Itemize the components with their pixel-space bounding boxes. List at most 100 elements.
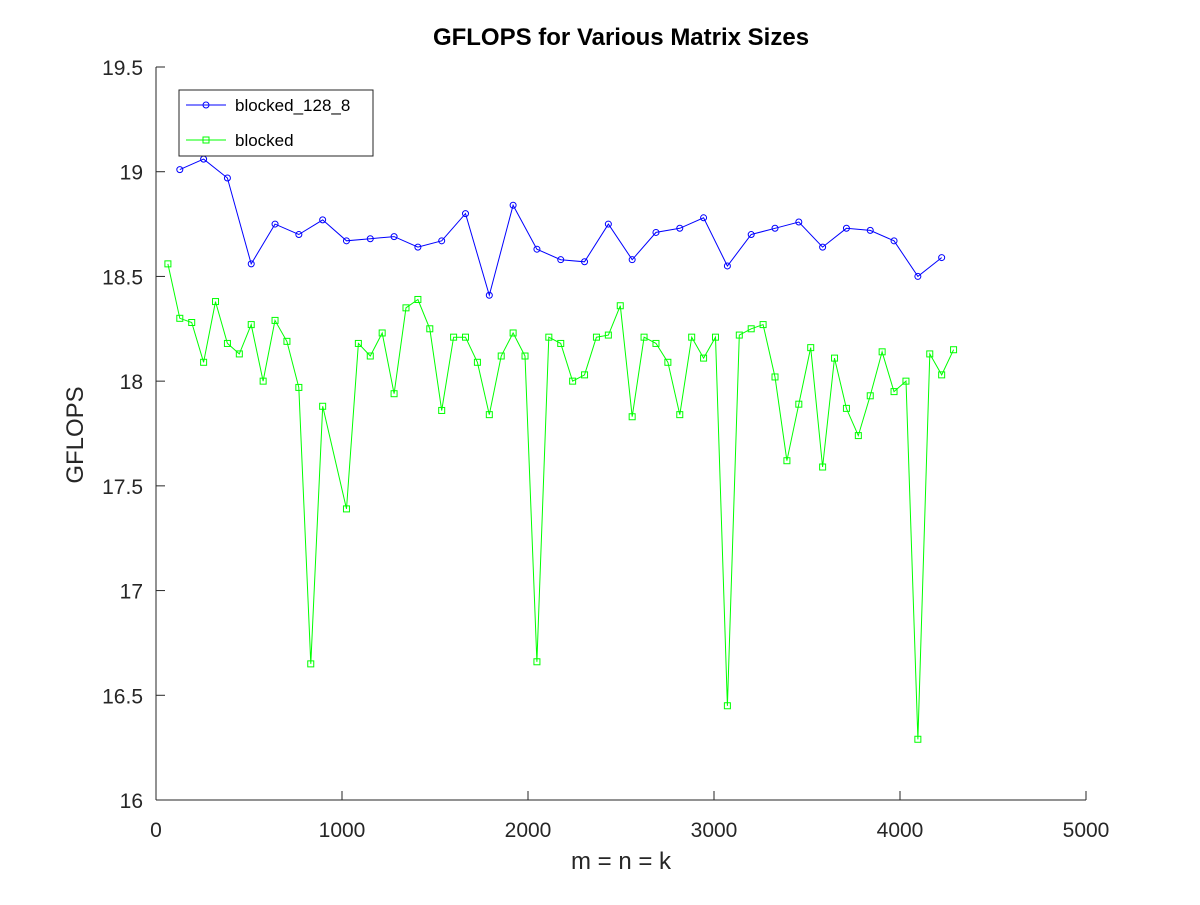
y-tick-label: 17.5 (102, 476, 143, 499)
legend-marker (202, 101, 210, 109)
data-point (938, 254, 946, 262)
data-point (616, 302, 624, 310)
series-blocked (164, 260, 958, 743)
data-point (723, 262, 731, 270)
data-point (890, 237, 898, 245)
data-point (950, 346, 958, 354)
data-point (176, 166, 184, 174)
data-point (866, 226, 874, 234)
x-tick-label: 5000 (1063, 819, 1110, 842)
data-point (509, 201, 517, 209)
data-point (200, 358, 208, 366)
data-point (783, 457, 791, 465)
data-point (295, 383, 303, 391)
data-point (223, 174, 231, 182)
y-axis-label: GFLOPS (62, 386, 89, 483)
data-point (819, 463, 827, 471)
legend-marker (202, 136, 210, 144)
data-point (890, 388, 898, 396)
y-tick-label: 18 (120, 371, 143, 394)
y-tick-label: 19.5 (102, 57, 143, 80)
data-point (223, 339, 231, 347)
x-tick-label: 2000 (505, 819, 552, 842)
chart-title: GFLOPS for Various Matrix Sizes (433, 24, 809, 51)
data-point (247, 321, 255, 329)
data-point (569, 377, 577, 385)
data-point (354, 339, 362, 347)
data-point (628, 256, 636, 264)
data-point (628, 413, 636, 421)
data-point (747, 325, 755, 333)
data-point (640, 333, 648, 341)
data-point (842, 224, 850, 232)
data-point (700, 214, 708, 222)
data-point (759, 321, 767, 329)
data-point (390, 233, 398, 241)
data-point (831, 354, 839, 362)
series-layer (164, 155, 958, 743)
x-tick-label: 1000 (319, 819, 366, 842)
data-point (604, 331, 612, 339)
x-tick-label: 0 (150, 819, 162, 842)
data-point (342, 505, 350, 513)
data-point (735, 331, 743, 339)
data-point (652, 228, 660, 236)
data-point (664, 358, 672, 366)
data-point (878, 348, 886, 356)
x-tick-label: 4000 (877, 819, 924, 842)
data-point (342, 237, 350, 245)
data-point (652, 339, 660, 347)
data-point (426, 325, 434, 333)
data-point (938, 371, 946, 379)
data-point (795, 218, 803, 226)
data-point (771, 373, 779, 381)
data-point (854, 432, 862, 440)
data-point (295, 231, 303, 239)
data-point (164, 260, 172, 268)
data-point (795, 400, 803, 408)
data-point (390, 390, 398, 398)
data-point (366, 235, 374, 243)
data-point (259, 377, 267, 385)
x-tick-label: 3000 (691, 819, 738, 842)
data-point (414, 295, 422, 303)
data-point (819, 243, 827, 251)
series-line (179, 158, 943, 298)
data-point (485, 291, 493, 299)
data-point (366, 352, 374, 360)
data-point (557, 256, 565, 264)
data-point (926, 350, 934, 358)
y-tick-label: 16.5 (102, 685, 143, 708)
legend-label: blocked_128_8 (235, 96, 350, 115)
data-point (914, 272, 922, 280)
data-point (319, 216, 327, 224)
data-point (581, 371, 589, 379)
axes: 0 1000 2000 3000 4000 5000 16 16.5 17 17.5 18 18.5 1… (102, 57, 1109, 842)
data-point (509, 329, 517, 337)
data-point (676, 224, 684, 232)
data-point (271, 220, 279, 228)
legend-box (178, 89, 374, 157)
data-point (271, 316, 279, 324)
data-point (533, 658, 541, 666)
data-point (902, 377, 910, 385)
x-axis-label: m = n = k (571, 848, 672, 875)
series-blocked_128_8 (176, 155, 946, 299)
data-point (247, 260, 255, 268)
legend-label: blocked (235, 131, 294, 150)
data-point (450, 333, 458, 341)
y-tick-label: 18.5 (102, 266, 143, 289)
data-point (592, 333, 600, 341)
series-line (167, 263, 955, 740)
data-point (807, 344, 815, 352)
data-point (533, 245, 541, 253)
data-point (485, 411, 493, 419)
data-point (235, 350, 243, 358)
data-point (402, 304, 410, 312)
data-point (771, 224, 779, 232)
data-point (688, 333, 696, 341)
data-point (914, 735, 922, 743)
